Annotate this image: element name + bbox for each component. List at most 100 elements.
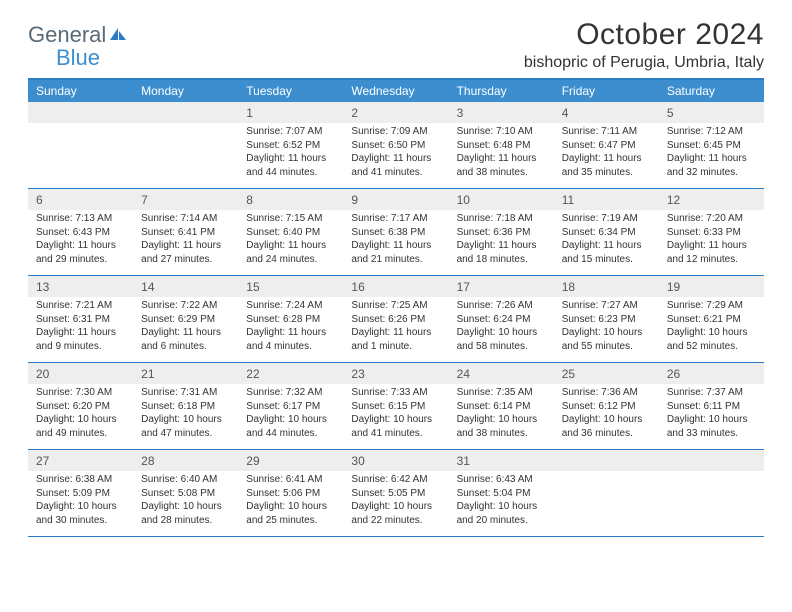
sunset-text: Sunset: 6:14 PM [457, 400, 546, 414]
location-subtitle: bishopric of Perugia, Umbria, Italy [524, 54, 764, 72]
day-number: 14 [141, 280, 154, 294]
calendar-cell: 12Sunrise: 7:20 AMSunset: 6:33 PMDayligh… [659, 189, 764, 275]
day-detail: Sunrise: 7:24 AMSunset: 6:28 PMDaylight:… [238, 297, 343, 359]
calendar-cell [133, 102, 238, 188]
daynum-row: 20 [28, 363, 133, 384]
day-detail: Sunrise: 7:07 AMSunset: 6:52 PMDaylight:… [238, 123, 343, 185]
sunrise-text: Sunrise: 7:22 AM [141, 299, 230, 313]
day-detail: Sunrise: 7:36 AMSunset: 6:12 PMDaylight:… [554, 384, 659, 446]
daynum-row: 31 [449, 450, 554, 471]
sunrise-text: Sunrise: 7:30 AM [36, 386, 125, 400]
sunrise-text: Sunrise: 7:12 AM [667, 125, 756, 139]
day-detail: Sunrise: 7:37 AMSunset: 6:11 PMDaylight:… [659, 384, 764, 446]
day-detail: Sunrise: 7:10 AMSunset: 6:48 PMDaylight:… [449, 123, 554, 185]
daylight-text: Daylight: 11 hours and 38 minutes. [457, 152, 546, 179]
sunset-text: Sunset: 6:52 PM [246, 139, 335, 153]
calendar-cell: 13Sunrise: 7:21 AMSunset: 6:31 PMDayligh… [28, 276, 133, 362]
day-number: 18 [562, 280, 575, 294]
daynum-row: 12 [659, 189, 764, 210]
calendar-cell: 31 Sunrise: 6:43 AMSunset: 5:04 PMDayligh… [449, 450, 554, 536]
calendar-cell: 2Sunrise: 7:09 AMSunset: 6:50 PMDaylight… [343, 102, 448, 188]
daynum-row [659, 450, 764, 471]
day-number: 31 [457, 454, 470, 468]
sunset-text: Sunset: 6:48 PM [457, 139, 546, 153]
day-of-week-header: Sunday Monday Tuesday Wednesday Thursday… [28, 80, 764, 102]
day-detail: Sunrise: 6:43 AMSunset: 5:04 PMDaylight:… [449, 471, 554, 533]
sunset-text: Sunset: 6:17 PM [246, 400, 335, 414]
calendar-cell: 21Sunrise: 7:31 AMSunset: 6:18 PMDayligh… [133, 363, 238, 449]
day-number: 29 [246, 454, 259, 468]
sunrise-text: Sunrise: 7:13 AM [36, 212, 125, 226]
daylight-text: Daylight: 10 hours and 58 minutes. [457, 326, 546, 353]
daynum-row: 17 [449, 276, 554, 297]
daylight-text: Daylight: 10 hours and 33 minutes. [667, 413, 756, 440]
sunset-text: Sunset: 6:36 PM [457, 226, 546, 240]
calendar-cell: 25Sunrise: 7:36 AMSunset: 6:12 PMDayligh… [554, 363, 659, 449]
sunrise-text: Sunrise: 7:25 AM [351, 299, 440, 313]
sunrise-text: Sunrise: 6:42 AM [351, 473, 440, 487]
day-detail: Sunrise: 7:17 AMSunset: 6:38 PMDaylight:… [343, 210, 448, 272]
day-number: 4 [562, 106, 569, 120]
sunset-text: Sunset: 6:12 PM [562, 400, 651, 414]
day-number: 2 [351, 106, 358, 120]
sunrise-text: Sunrise: 7:17 AM [351, 212, 440, 226]
calendar-week: 6Sunrise: 7:13 AMSunset: 6:43 PMDaylight… [28, 189, 764, 276]
daynum-row: 25 [554, 363, 659, 384]
day-detail: Sunrise: 6:40 AMSunset: 5:08 PMDaylight:… [133, 471, 238, 533]
sunset-text: Sunset: 6:21 PM [667, 313, 756, 327]
daylight-text: Daylight: 11 hours and 4 minutes. [246, 326, 335, 353]
sunrise-text: Sunrise: 6:38 AM [36, 473, 125, 487]
daynum-row: 3 [449, 102, 554, 123]
daylight-text: Daylight: 11 hours and 18 minutes. [457, 239, 546, 266]
day-number: 10 [457, 193, 470, 207]
day-number: 19 [667, 280, 680, 294]
calendar-cell: 17Sunrise: 7:26 AMSunset: 6:24 PMDayligh… [449, 276, 554, 362]
calendar-week: 1 Sunrise: 7:07 AMSunset: 6:52 PMDaylight… [28, 102, 764, 189]
daynum-row: 11 [554, 189, 659, 210]
daylight-text: Daylight: 11 hours and 32 minutes. [667, 152, 756, 179]
daylight-text: Daylight: 10 hours and 30 minutes. [36, 500, 125, 527]
brand-logo: General Blue [28, 24, 128, 70]
sunset-text: Sunset: 6:20 PM [36, 400, 125, 414]
day-detail: Sunrise: 7:27 AMSunset: 6:23 PMDaylight:… [554, 297, 659, 359]
sunrise-text: Sunrise: 7:11 AM [562, 125, 651, 139]
daynum-row: 8 [238, 189, 343, 210]
sunset-text: Sunset: 6:23 PM [562, 313, 651, 327]
day-detail: Sunrise: 7:26 AMSunset: 6:24 PMDaylight:… [449, 297, 554, 359]
dow-saturday: Saturday [659, 80, 764, 102]
daynum-row: 27 [28, 450, 133, 471]
sunset-text: Sunset: 5:06 PM [246, 487, 335, 501]
daylight-text: Daylight: 10 hours and 25 minutes. [246, 500, 335, 527]
calendar-grid: Sunday Monday Tuesday Wednesday Thursday… [28, 78, 764, 537]
sunrise-text: Sunrise: 7:09 AM [351, 125, 440, 139]
day-detail: Sunrise: 7:19 AMSunset: 6:34 PMDaylight:… [554, 210, 659, 272]
daynum-row: 1 [238, 102, 343, 123]
calendar-cell: 29Sunrise: 6:41 AMSunset: 5:06 PMDayligh… [238, 450, 343, 536]
sunset-text: Sunset: 6:29 PM [141, 313, 230, 327]
dow-friday: Friday [554, 80, 659, 102]
calendar-cell: 16Sunrise: 7:25 AMSunset: 6:26 PMDayligh… [343, 276, 448, 362]
day-detail: Sunrise: 7:32 AMSunset: 6:17 PMDaylight:… [238, 384, 343, 446]
day-detail: Sunrise: 7:12 AMSunset: 6:45 PMDaylight:… [659, 123, 764, 185]
sunrise-text: Sunrise: 6:43 AM [457, 473, 546, 487]
daylight-text: Daylight: 11 hours and 24 minutes. [246, 239, 335, 266]
daynum-row: 21 [133, 363, 238, 384]
day-detail [28, 123, 133, 131]
day-detail [554, 471, 659, 479]
daylight-text: Daylight: 10 hours and 38 minutes. [457, 413, 546, 440]
day-detail: Sunrise: 7:21 AMSunset: 6:31 PMDaylight:… [28, 297, 133, 359]
day-number: 12 [667, 193, 680, 207]
calendar-cell: 10Sunrise: 7:18 AMSunset: 6:36 PMDayligh… [449, 189, 554, 275]
daylight-text: Daylight: 10 hours and 28 minutes. [141, 500, 230, 527]
daylight-text: Daylight: 11 hours and 41 minutes. [351, 152, 440, 179]
brand-word1: General [28, 22, 106, 47]
sunrise-text: Sunrise: 7:37 AM [667, 386, 756, 400]
calendar-cell: 8Sunrise: 7:15 AMSunset: 6:40 PMDaylight… [238, 189, 343, 275]
calendar-page: General Blue October 2024 bishopric of P… [0, 0, 792, 555]
dow-monday: Monday [133, 80, 238, 102]
day-detail: Sunrise: 7:13 AMSunset: 6:43 PMDaylight:… [28, 210, 133, 272]
daynum-row: 22 [238, 363, 343, 384]
sunset-text: Sunset: 6:26 PM [351, 313, 440, 327]
daylight-text: Daylight: 11 hours and 44 minutes. [246, 152, 335, 179]
day-number: 1 [246, 106, 253, 120]
